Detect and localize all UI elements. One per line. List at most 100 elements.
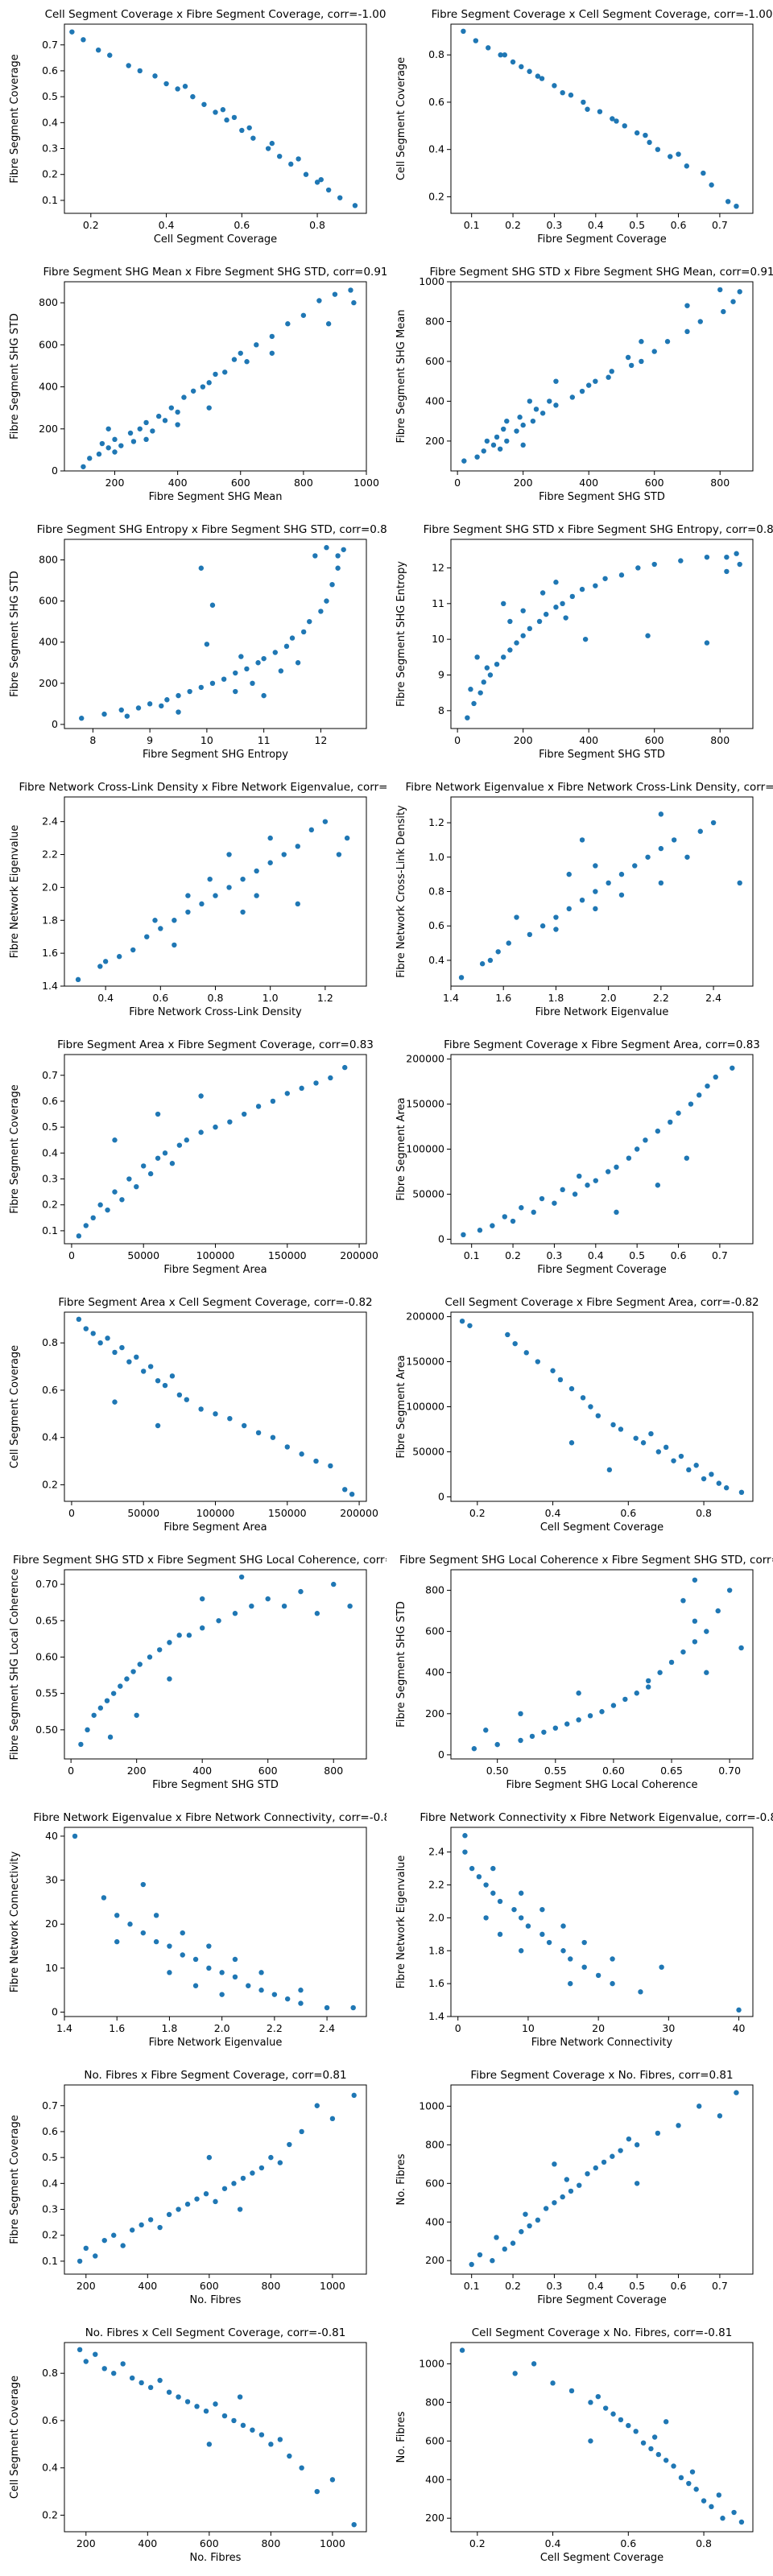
scatter-svg: Fibre Network Eigenvalue x Fibre Network…: [395, 781, 773, 1018]
scatter-point: [507, 647, 513, 653]
y-tick-label: 1.6: [428, 1977, 444, 1989]
scatter-point: [552, 2200, 557, 2206]
scatter-point: [678, 2475, 684, 2481]
x-tick-label: 10: [522, 2022, 535, 2034]
scatter-point: [560, 2194, 565, 2200]
scatter-point: [531, 1209, 536, 1216]
x-axis-label: Fibre Segment Coverage: [537, 1264, 667, 1276]
scatter-point: [530, 418, 536, 424]
scatter-point: [579, 837, 585, 843]
scatter-point: [518, 1711, 523, 1717]
x-axis-label: No. Fibres: [190, 2552, 242, 2564]
scatter-point: [200, 384, 206, 390]
scatter-point: [507, 618, 513, 625]
scatter-point: [97, 1340, 103, 1346]
scatter-point: [643, 132, 648, 138]
scatter-point: [553, 914, 559, 920]
x-tick-label: 600: [200, 2537, 219, 2549]
scatter-point: [258, 1970, 264, 1975]
scatter-point: [213, 2401, 218, 2407]
y-tick-label: 0.3: [42, 2203, 58, 2215]
scatter-panel: Cell Segment Coverage x Fibre Segment Co…: [0, 0, 386, 258]
scatter-point: [547, 398, 552, 404]
scatter-point: [668, 1659, 675, 1666]
scatter-point: [138, 2222, 144, 2228]
x-tick-label: 400: [192, 1765, 212, 1777]
scatter-point: [523, 2211, 528, 2217]
scatter-point: [314, 1611, 320, 1616]
scatter-point: [553, 580, 559, 585]
scatter-point: [172, 918, 177, 923]
x-tick-label: 0: [68, 1507, 75, 1519]
x-axis-label: Fibre Network Connectivity: [531, 2037, 673, 2049]
scatter-point: [697, 1092, 702, 1098]
scatter-point: [255, 1104, 262, 1109]
scatter-point: [130, 1669, 136, 1674]
scatter-point: [664, 339, 671, 345]
y-tick-label: 0.2: [42, 1478, 58, 1490]
scatter-point: [213, 2198, 218, 2205]
scatter-point: [298, 2000, 304, 2006]
scatter-point: [519, 1915, 524, 1921]
scatter-point: [519, 2229, 524, 2235]
scatter-point: [213, 893, 218, 898]
scatter-panel: Cell Segment Coverage x Fibre Segment Ar…: [386, 1288, 773, 1546]
scatter-point: [213, 371, 218, 378]
scatter-point: [541, 1729, 547, 1735]
scatter-point: [501, 654, 506, 660]
scatter-point: [568, 1956, 573, 1962]
y-axis-label: Cell Segment Coverage: [395, 57, 407, 180]
scatter-point: [635, 565, 641, 571]
y-axis-label: Fibre Segment Area: [395, 1355, 407, 1458]
scatter-point: [192, 1956, 199, 1963]
scatter-point: [520, 442, 526, 448]
scatter-point: [240, 909, 246, 915]
scatter-point: [697, 319, 703, 324]
x-tick-label: 50000: [127, 1507, 159, 1519]
x-tick-label: 0.3: [546, 1249, 562, 1261]
y-tick-label: 0.5: [42, 90, 58, 102]
data-points: [81, 287, 357, 469]
scatter-point: [198, 684, 205, 691]
scatter-point: [566, 906, 572, 912]
scatter-point: [137, 426, 143, 431]
scatter-point: [469, 2261, 474, 2268]
scatter-point: [258, 2432, 265, 2438]
scatter-point: [535, 73, 541, 79]
y-tick-label: 0.7: [42, 2099, 58, 2112]
scatter-point: [510, 59, 516, 65]
scatter-point: [713, 1074, 718, 1080]
scatter-point: [593, 378, 598, 384]
scatter-point: [182, 84, 188, 89]
scatter-point: [163, 80, 169, 87]
y-tick-label: 2.4: [428, 1846, 444, 1858]
y-tick-label: 200: [425, 435, 444, 447]
y-tick-label: 0.8: [42, 1336, 58, 1348]
scatter-point: [265, 1596, 271, 1602]
scatter-point: [595, 1972, 601, 1979]
y-tick-label: 200000: [406, 1311, 444, 1323]
scatter-point: [172, 942, 177, 948]
scatter-point: [126, 1176, 132, 1182]
y-axis-label: Fibre Network Cross-Link Density: [395, 805, 407, 978]
chart-title: Cell Segment Coverage x No. Fibres, corr…: [472, 2326, 733, 2339]
scatter-panel: Fibre Segment SHG Local Coherence x Fibr…: [386, 1546, 773, 1803]
scatter-point: [112, 1189, 118, 1195]
x-tick-label: 200: [514, 734, 533, 746]
x-tick-label: 1.4: [56, 2022, 72, 2034]
scatter-point: [634, 130, 640, 136]
scatter-point: [658, 845, 664, 852]
y-tick-label: 800: [39, 554, 58, 566]
scatter-point: [129, 2375, 135, 2381]
scatter-point: [671, 2463, 676, 2469]
x-tick-label: 0.6: [152, 992, 168, 1004]
y-tick-label: 0.7: [42, 1069, 58, 1081]
scatter-point: [487, 672, 494, 678]
scatter-point: [550, 1368, 556, 1373]
y-tick-label: 0.6: [42, 64, 58, 76]
scatter-point: [560, 89, 565, 96]
scatter-point: [175, 409, 180, 415]
scatter-point: [83, 1223, 89, 1228]
data-points: [76, 2092, 357, 2264]
scatter-point: [130, 947, 136, 953]
